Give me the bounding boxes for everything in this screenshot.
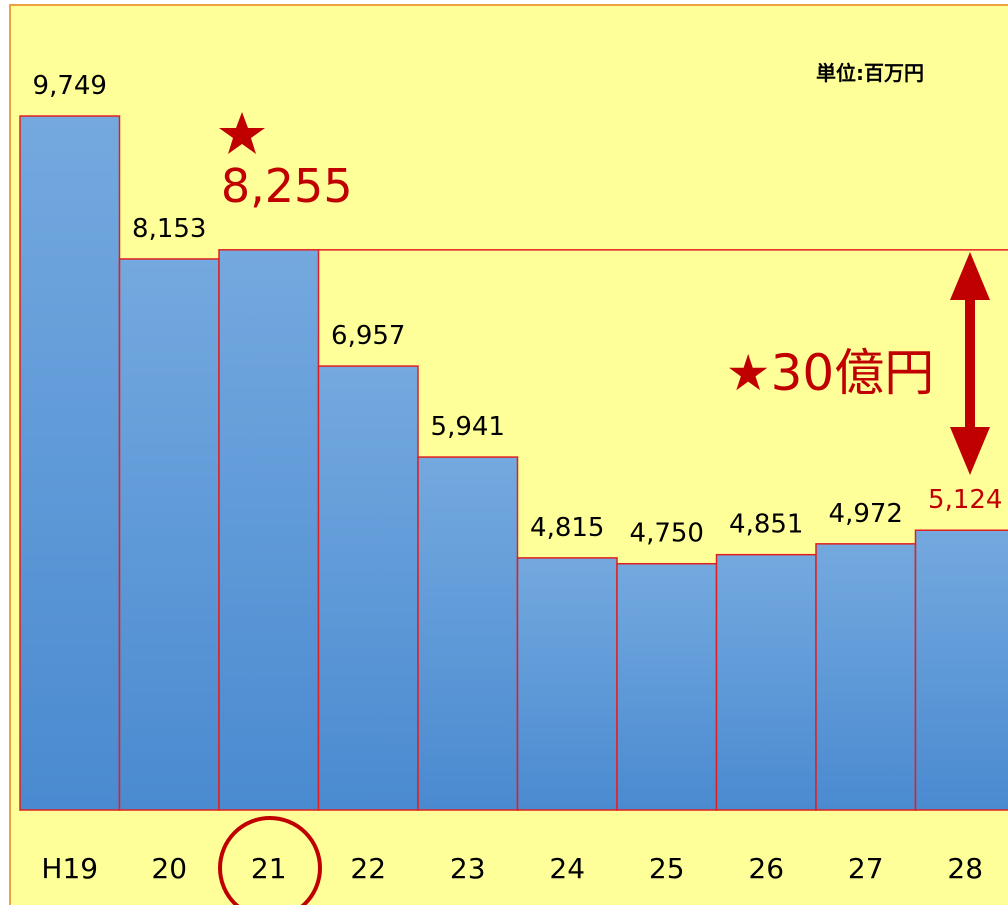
value-label: 6,957 — [331, 321, 405, 351]
arrow-head — [950, 252, 990, 300]
x-tick-label: 24 — [549, 852, 585, 885]
x-tick-label: H19 — [41, 852, 98, 885]
bar — [616, 562, 718, 811]
value-label: 8,153 — [132, 214, 206, 244]
bar — [317, 365, 419, 811]
bar — [815, 543, 917, 811]
unit-label: 単位:百万円 — [816, 61, 924, 85]
bar — [417, 456, 519, 811]
bar — [19, 115, 121, 811]
value-label: 5,124 — [928, 485, 1002, 515]
overlay — [950, 252, 990, 475]
x-tick-label: 25 — [649, 852, 685, 885]
x-tick-label: 20 — [151, 852, 187, 885]
bar — [914, 529, 1008, 811]
value-label: 5,941 — [431, 412, 505, 442]
bar — [715, 553, 817, 811]
bar — [516, 557, 618, 811]
x-tick-label: 28 — [947, 852, 983, 885]
x-tick-label: 26 — [748, 852, 784, 885]
bar — [118, 258, 220, 811]
arrow-head — [950, 427, 990, 475]
annotation: ★30億円 — [726, 344, 934, 402]
value-label: 9,749 — [33, 71, 107, 101]
value-label: 4,750 — [630, 519, 704, 549]
value-label: 4,851 — [729, 510, 803, 540]
bars — [19, 115, 1008, 811]
star-icon — [219, 112, 265, 154]
highlight-circle — [218, 816, 322, 905]
x-tick-label: 21 — [251, 852, 287, 885]
value-label: 8,255 — [221, 159, 353, 213]
x-tick-label: 23 — [450, 852, 486, 885]
bar — [218, 249, 320, 811]
x-tick-label: 27 — [848, 852, 884, 885]
x-tick-label: 22 — [350, 852, 386, 885]
value-label: 4,972 — [829, 499, 903, 529]
value-label: 4,815 — [530, 513, 604, 543]
